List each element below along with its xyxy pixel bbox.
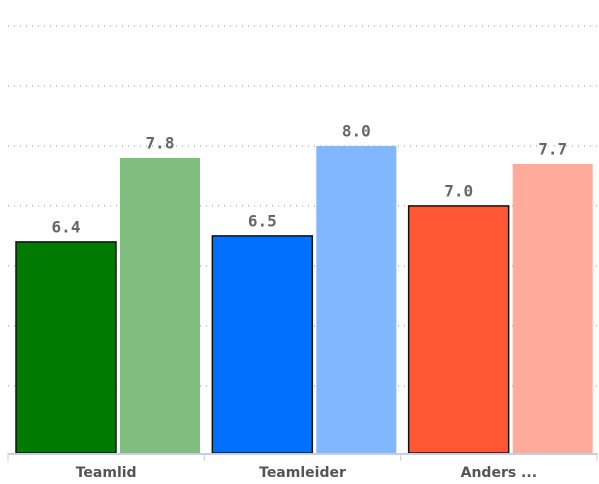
x-tick-label: Teamlid [76,465,137,481]
value-label: 6.5 [248,211,277,230]
value-label: 6.4 [52,217,81,236]
bar [316,145,397,453]
value-label: 8.0 [342,121,371,140]
bar [407,205,510,454]
value-label: 7.0 [444,181,473,200]
bar [120,157,200,453]
bar [512,163,593,453]
value-label: 7.7 [538,139,567,158]
bar [211,235,314,454]
value-label: 7.8 [146,133,175,152]
x-tick-label: Anders ... [461,465,537,481]
x-tick-label: Teamleider [259,465,346,481]
bar [15,241,117,454]
